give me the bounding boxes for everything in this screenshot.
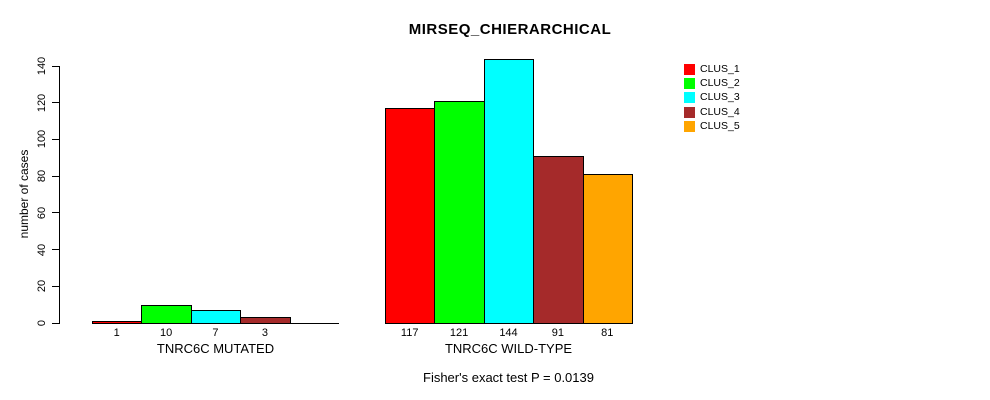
bar-value-label: 1 [113, 327, 120, 339]
legend-label: CLUS_3 [700, 91, 740, 104]
legend-item-CLUS_5: CLUS_5 [684, 119, 740, 133]
y-axis-tick-label: 120 [36, 93, 48, 112]
legend-label: CLUS_4 [700, 105, 740, 118]
legend-item-CLUS_3: CLUS_3 [684, 91, 740, 105]
bar-value-label: 7 [212, 327, 219, 339]
bar-value-label: 117 [400, 327, 419, 339]
legend-swatch-icon [684, 77, 695, 89]
y-axis-tick [52, 322, 59, 324]
bar-value-label: 10 [159, 327, 173, 339]
bar-value-label: 3 [261, 327, 268, 339]
legend-swatch-icon [684, 63, 695, 75]
legend-label: CLUS_2 [700, 76, 740, 89]
legend-swatch-icon [684, 120, 695, 132]
bar-CLUS_3-group1 [190, 310, 242, 324]
bar-value-label: 91 [551, 327, 564, 339]
y-axis-tick-label: 60 [36, 206, 48, 219]
y-axis-line [59, 66, 60, 324]
y-axis-tick [52, 65, 59, 67]
fisher-test-footnote: Fisher's exact test P = 0.0139 [423, 370, 594, 385]
legend: CLUS_1 CLUS_2 CLUS_3 CLUS_4 CLUS_5 [684, 62, 740, 133]
bar-value-label: 144 [499, 327, 518, 339]
y-axis-tick [52, 175, 59, 177]
group-label: TNRC6C WILD-TYPE [444, 341, 573, 356]
bar-CLUS_2-group2 [434, 101, 485, 324]
legend-item-CLUS_1: CLUS_1 [684, 62, 740, 76]
y-axis-tick-label: 20 [36, 280, 48, 293]
group-label: TNRC6C MUTATED [156, 341, 275, 356]
legend-label: CLUS_5 [700, 119, 740, 132]
y-axis-title: number of cases [17, 149, 31, 239]
y-axis-tick-label: 0 [36, 319, 48, 327]
y-axis-tick [52, 138, 59, 140]
bar-value-label: 121 [449, 327, 469, 339]
y-axis-tick [52, 212, 59, 214]
bar-CLUS_4-group1 [240, 317, 291, 324]
legend-swatch-icon [684, 92, 695, 104]
y-axis-tick-label: 100 [36, 130, 48, 149]
y-axis-tick [52, 285, 59, 287]
y-axis-tick-label: 80 [36, 170, 48, 183]
bar-CLUS_2-group1 [141, 305, 192, 324]
legend-item-CLUS_4: CLUS_4 [684, 105, 740, 119]
bar-CLUS_5-group2 [582, 174, 633, 324]
legend-swatch-icon [684, 106, 695, 118]
legend-item-CLUS_2: CLUS_2 [684, 76, 740, 90]
legend-label: CLUS_1 [700, 62, 740, 75]
chart-title: MIRSEQ_CHIERARCHICAL [408, 21, 612, 38]
bar-CLUS_4-group2 [533, 156, 584, 324]
y-axis-tick [52, 102, 59, 104]
bar-value-label: 81 [601, 327, 614, 339]
bar-CLUS_1-group1 [92, 321, 143, 324]
y-axis-tick-label: 40 [36, 243, 48, 256]
bar-CLUS_1-group2 [385, 108, 436, 324]
bar-CLUS_3-group2 [483, 59, 535, 324]
y-axis-tick [52, 249, 59, 251]
y-axis-tick-label: 140 [36, 56, 48, 76]
